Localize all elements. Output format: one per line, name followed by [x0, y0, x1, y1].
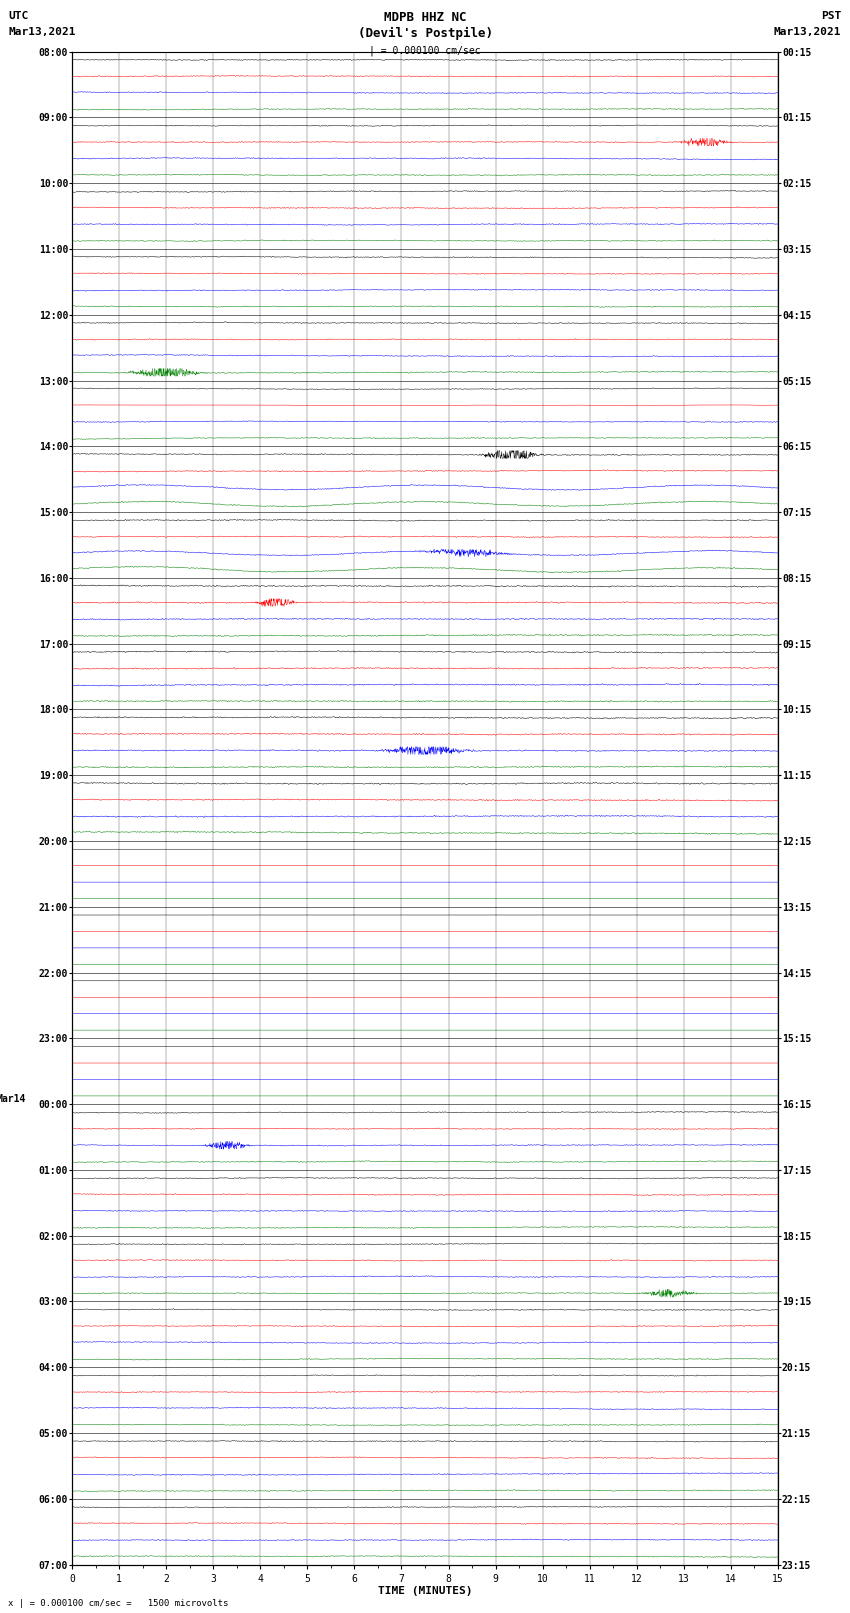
Text: x | = 0.000100 cm/sec =   1500 microvolts: x | = 0.000100 cm/sec = 1500 microvolts: [8, 1598, 229, 1608]
Text: (Devil's Postpile): (Devil's Postpile): [358, 27, 492, 40]
Text: Mar14: Mar14: [0, 1094, 26, 1105]
Text: UTC: UTC: [8, 11, 29, 21]
Text: Mar13,2021: Mar13,2021: [8, 27, 76, 37]
Text: PST: PST: [821, 11, 842, 21]
Text: | = 0.000100 cm/sec: | = 0.000100 cm/sec: [369, 45, 481, 56]
X-axis label: TIME (MINUTES): TIME (MINUTES): [377, 1587, 473, 1597]
Text: MDPB HHZ NC: MDPB HHZ NC: [383, 11, 467, 24]
Text: Mar13,2021: Mar13,2021: [774, 27, 842, 37]
